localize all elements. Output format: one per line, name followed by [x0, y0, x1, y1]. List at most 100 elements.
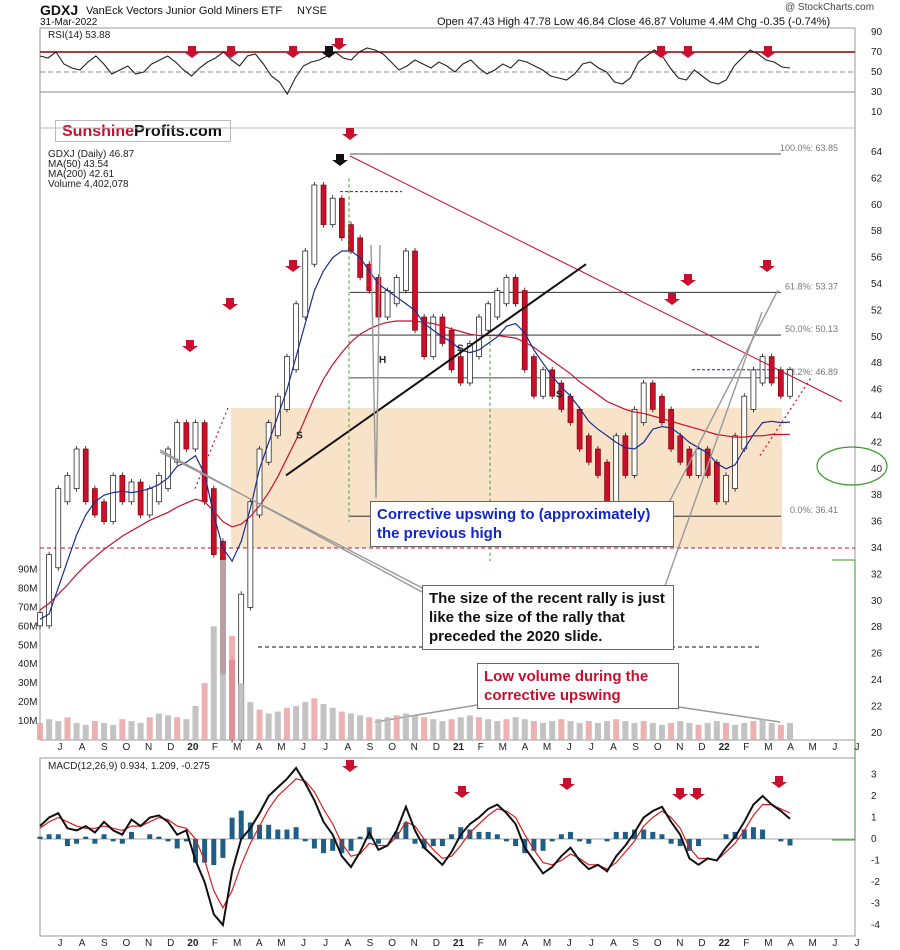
x-axis-label-lower: M [277, 938, 285, 949]
volume-tick-label: 40M [18, 659, 37, 670]
x-axis-label-upper: N [145, 742, 152, 753]
macd-histogram-bar [375, 839, 381, 844]
ma50-line [39, 250, 791, 620]
volume-bar [201, 683, 208, 740]
macd-histogram-bar [229, 817, 235, 839]
volume-bar [521, 719, 528, 740]
x-axis-label-lower: J [301, 938, 306, 949]
rsi-arrow-black-icon [321, 46, 337, 58]
macd-histogram-bar [174, 839, 180, 849]
macd-histogram-bar [750, 827, 756, 839]
volume-bar [283, 707, 290, 740]
price-tick-label: 28 [871, 622, 883, 633]
macd-histogram-bar [330, 839, 336, 851]
x-axis-label-upper: 21 [453, 742, 465, 753]
price-tick-label: 30 [871, 596, 883, 607]
macd-histogram-bar [760, 829, 766, 839]
volume-bar [658, 724, 665, 740]
macd-histogram-bar [64, 839, 70, 847]
price-tick-label: 48 [871, 358, 883, 369]
price-candle [787, 369, 793, 397]
macd-histogram-bar [531, 839, 537, 851]
pointer-corrective [370, 244, 381, 499]
price-tick-label: 52 [871, 305, 883, 316]
macd-histogram-bar [439, 839, 445, 847]
macd-histogram-bar [558, 834, 564, 839]
volume-tick-label: 70M [18, 602, 37, 613]
macd-histogram-bar [458, 827, 464, 839]
x-axis-label-upper: M [543, 742, 551, 753]
macd-histogram-bar [110, 839, 116, 842]
volume-bar [384, 717, 391, 740]
price-candle [558, 382, 565, 410]
descending-resistance-line [349, 155, 843, 402]
price-tick-label: 42 [871, 437, 883, 448]
macd-histogram-bar [641, 829, 647, 839]
price-arrow-icon [664, 293, 680, 305]
price-candle [384, 290, 391, 318]
head-and-shoulders-neckline [285, 263, 587, 477]
volume-bar [347, 713, 354, 740]
x-axis-label-lower: O [654, 938, 662, 949]
price-tick-label: 64 [871, 147, 883, 158]
upper-panel-frame [39, 27, 856, 741]
volume-tick-label: 20M [18, 697, 37, 708]
price-candle [183, 422, 190, 450]
rsi-arrow-icon [331, 38, 347, 50]
fib-level-label: 100.0%: 63.85 [780, 143, 838, 153]
macd-histogram-bar [293, 827, 299, 839]
projection-bracket [832, 559, 856, 841]
x-axis-label-lower: M [809, 938, 817, 949]
macd-histogram-bar [449, 834, 455, 839]
price-candle [284, 356, 290, 410]
macd-histogram-bar [513, 839, 519, 847]
macd-tick-label: -3 [871, 899, 880, 910]
price-tick-label: 46 [871, 385, 883, 396]
macd-histogram-bar [723, 834, 729, 839]
price-candle [704, 448, 711, 476]
macd-histogram-bar [192, 839, 198, 863]
price-candle [156, 475, 162, 503]
x-axis-label-upper: S [632, 742, 639, 753]
x-axis-label-lower: M [543, 938, 551, 949]
price-candle [531, 356, 537, 397]
volume-bar [622, 721, 629, 740]
volume-bar [732, 724, 739, 740]
chart-exchange: NYSE [297, 5, 327, 17]
volume-bar [402, 713, 409, 740]
x-axis-label-lower: J [832, 938, 837, 949]
macd-histogram-bar [586, 839, 592, 844]
volume-bar [64, 717, 71, 740]
price-arrow-icon [285, 260, 301, 272]
x-axis-label-lower: A [256, 938, 263, 949]
x-axis-label-lower: S [101, 938, 108, 949]
price-tick-label: 40 [871, 464, 883, 475]
x-axis-label-upper: 20 [187, 742, 199, 753]
x-axis-label-lower: O [123, 938, 131, 949]
macd-histogram-bar [183, 839, 189, 842]
x-axis-label-upper: A [79, 742, 86, 753]
price-candle [467, 343, 473, 384]
macd-histogram-bar [147, 834, 153, 839]
volume-bar [787, 722, 793, 740]
x-axis-label-lower: N [676, 938, 683, 949]
price-candle [146, 488, 153, 516]
volume-bar [640, 721, 647, 740]
pointer-corrective-2 [659, 289, 779, 521]
volume-bar [530, 721, 537, 740]
x-axis-label-upper: J [589, 742, 594, 753]
x-axis-label-upper: 22 [719, 742, 731, 753]
macd-histogram-bar [686, 839, 692, 851]
ohlc-summary: Open 47.43 High 47.78 Low 46.84 Close 46… [437, 16, 831, 28]
price-candle [137, 481, 144, 516]
volume-bar [677, 721, 684, 740]
x-axis-label-upper: A [256, 742, 263, 753]
price-candle [595, 448, 601, 476]
rsi-arrow-icon [760, 46, 776, 58]
x-axis-label-upper: O [123, 742, 131, 753]
macd-title: MACD(12,26,9) 0.934, 1.209, -0.275 [48, 761, 210, 772]
macd-histogram-bar [650, 831, 656, 839]
fib-level-label: 61.8%: 53.37 [785, 281, 838, 291]
macd-histogram-bar [257, 824, 263, 839]
x-axis-label-lower: N [411, 938, 418, 949]
